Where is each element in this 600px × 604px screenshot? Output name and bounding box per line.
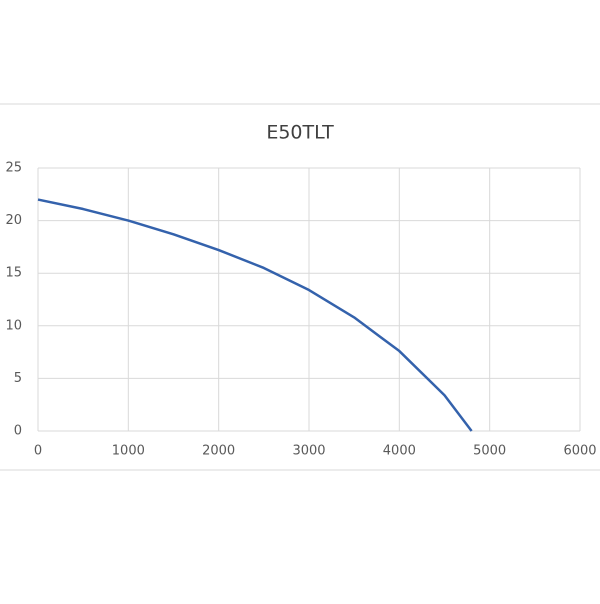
data-line — [37, 198, 473, 432]
x-tick-label: 6000 — [563, 444, 596, 459]
y-tick-label: 20 — [5, 213, 22, 228]
x-tick-label: 0 — [34, 444, 42, 459]
x-tick-label: 1000 — [112, 444, 145, 459]
x-tick-label: 3000 — [292, 444, 325, 459]
y-tick-label: 0 — [14, 424, 22, 439]
chart-title: E50TLT — [266, 122, 334, 144]
y-tick-label: 5 — [14, 371, 22, 386]
x-tick-label: 5000 — [473, 444, 506, 459]
y-tick-label: 15 — [5, 266, 22, 281]
y-tick-label: 10 — [5, 318, 22, 333]
y-tick-label: 25 — [5, 161, 22, 176]
x-tick-label: 2000 — [202, 444, 235, 459]
x-tick-label: 4000 — [383, 444, 416, 459]
